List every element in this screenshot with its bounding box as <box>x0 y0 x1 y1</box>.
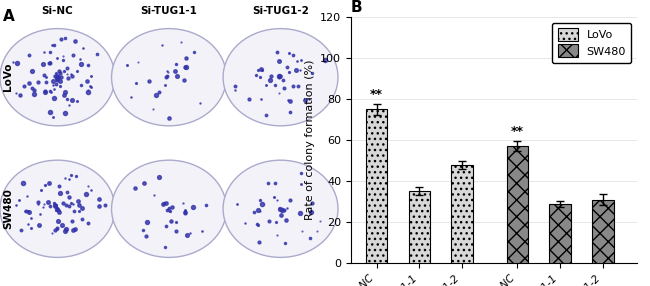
Circle shape <box>112 29 226 126</box>
Circle shape <box>112 160 226 257</box>
Text: Si-TUG1-2: Si-TUG1-2 <box>252 6 309 16</box>
Text: LoVo: LoVo <box>3 63 14 92</box>
Text: **: ** <box>370 88 383 101</box>
Text: SW480: SW480 <box>3 188 14 229</box>
Text: B: B <box>351 0 363 15</box>
Bar <box>366 110 387 263</box>
Y-axis label: Rate of colony formation (%): Rate of colony formation (%) <box>305 60 315 221</box>
Text: A: A <box>3 9 15 23</box>
Circle shape <box>223 29 338 126</box>
Bar <box>592 200 614 263</box>
Bar <box>451 165 473 263</box>
Bar <box>549 204 571 263</box>
Text: Si-NC: Si-NC <box>42 6 73 16</box>
Legend: LoVo, SW480: LoVo, SW480 <box>552 23 631 63</box>
Circle shape <box>223 160 338 257</box>
Text: **: ** <box>511 125 524 138</box>
Text: Si-TUG1-1: Si-TUG1-1 <box>140 6 198 16</box>
Bar <box>409 191 430 263</box>
Bar <box>507 146 528 263</box>
Circle shape <box>0 160 115 257</box>
Circle shape <box>0 29 115 126</box>
